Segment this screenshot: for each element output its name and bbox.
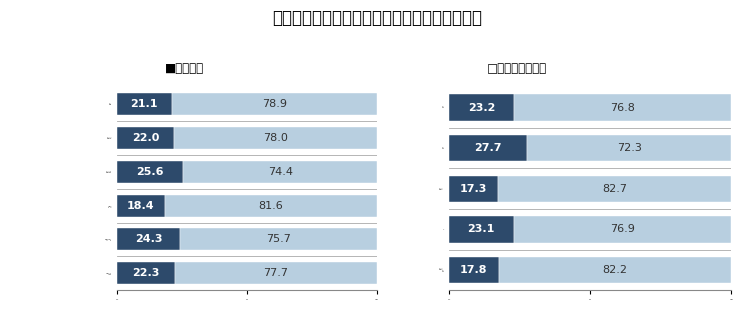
Bar (449, 257, 499, 283)
Bar (180, 228, 377, 251)
Bar (514, 95, 731, 121)
Bar (449, 95, 514, 121)
Text: 17.8: 17.8 (460, 265, 488, 275)
Bar (117, 262, 175, 284)
Text: 22.3: 22.3 (132, 268, 160, 278)
Text: 76.8: 76.8 (611, 103, 635, 113)
Text: 18.4: 18.4 (127, 201, 155, 211)
Text: 23.2: 23.2 (467, 103, 495, 113)
Text: ■終了した: ■終了した (165, 62, 204, 76)
Bar (117, 161, 183, 183)
Text: 21.1: 21.1 (130, 99, 158, 109)
Bar (527, 135, 731, 161)
Bar (117, 93, 172, 115)
Text: 75.7: 75.7 (266, 234, 291, 245)
Bar (449, 135, 527, 161)
Bar (117, 228, 180, 251)
Bar (514, 216, 731, 242)
Bar (449, 216, 514, 242)
Text: 76.9: 76.9 (610, 224, 635, 234)
Text: 78.0: 78.0 (263, 133, 288, 143)
Bar (172, 93, 377, 115)
Bar (164, 195, 377, 217)
Text: 78.9: 78.9 (262, 99, 287, 109)
Text: 24.3: 24.3 (135, 234, 162, 245)
Text: 23.1: 23.1 (467, 224, 495, 234)
Bar (183, 161, 377, 183)
Text: 82.2: 82.2 (602, 265, 627, 275)
Text: 採用選考の終了状況（従業員規模別／業界別）: 採用選考の終了状況（従業員規模別／業界別） (272, 9, 482, 27)
Text: 82.7: 82.7 (602, 184, 627, 194)
Bar (498, 176, 731, 202)
Text: 77.7: 77.7 (263, 268, 289, 278)
Bar (499, 257, 731, 283)
Text: 25.6: 25.6 (136, 167, 164, 177)
Text: □終了していない: □終了していない (486, 62, 547, 76)
Text: 17.3: 17.3 (459, 184, 487, 194)
Bar (117, 127, 174, 149)
Text: 74.4: 74.4 (268, 167, 293, 177)
Text: 27.7: 27.7 (474, 143, 501, 153)
Bar (449, 176, 498, 202)
Bar (174, 127, 377, 149)
Text: 22.0: 22.0 (132, 133, 159, 143)
Text: 81.6: 81.6 (259, 201, 284, 211)
Bar (175, 262, 377, 284)
Text: 72.3: 72.3 (617, 143, 642, 153)
Bar (117, 195, 164, 217)
